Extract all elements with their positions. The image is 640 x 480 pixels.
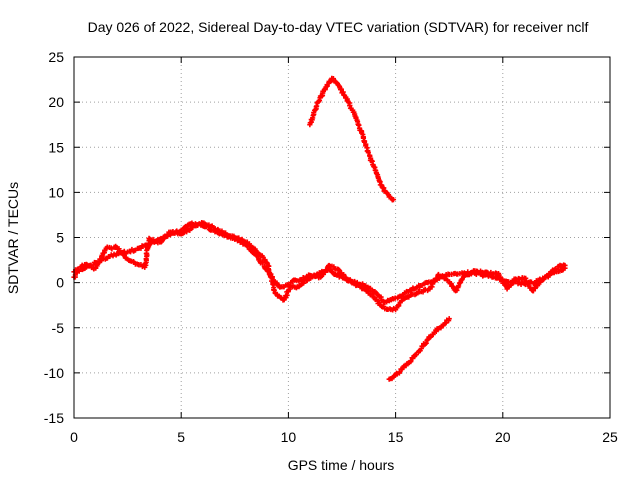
y-tick-label: 0 — [56, 275, 64, 291]
data-markers — [71, 75, 568, 382]
data-point — [434, 275, 440, 281]
data-point — [336, 267, 342, 273]
axis-ticks: 0 5 10 15 20 25 -15 -10 -5 0 5 10 15 20 25 — [44, 49, 618, 445]
y-tick-label: 10 — [48, 184, 64, 200]
data-point — [423, 340, 429, 346]
y-tick-label: 5 — [56, 230, 64, 246]
data-point — [365, 149, 371, 156]
chart-title: Day 026 of 2022, Sidereal Day-to-day VTE… — [88, 19, 589, 35]
data-point — [390, 196, 397, 203]
series-upper-arc — [307, 75, 397, 203]
x-axis-label: GPS time / hours — [288, 457, 395, 473]
data-point — [367, 285, 374, 291]
data-point — [312, 107, 319, 113]
data-point — [396, 369, 402, 375]
data-point — [184, 229, 190, 235]
data-point — [446, 316, 452, 322]
y-tick-label: 15 — [48, 139, 64, 155]
x-tick-label: 20 — [495, 429, 511, 445]
series-lower-track — [386, 316, 452, 382]
x-tick-label: 0 — [70, 429, 78, 445]
data-point — [376, 300, 382, 306]
series-main-track-band — [71, 220, 568, 313]
data-point — [246, 241, 253, 247]
data-point — [456, 283, 462, 289]
data-point — [341, 272, 347, 278]
data-point — [562, 262, 568, 269]
data-point — [532, 285, 538, 291]
y-tick-label: -5 — [52, 320, 65, 336]
y-axis-label: SDTVAR / TECUs — [5, 182, 21, 294]
data-point — [499, 276, 505, 283]
x-tick-label: 25 — [602, 429, 618, 445]
data-point — [433, 328, 439, 335]
y-tick-label: -10 — [44, 365, 64, 381]
data-point — [259, 260, 266, 266]
data-point — [159, 238, 165, 244]
x-tick-label: 10 — [281, 429, 297, 445]
y-tick-label: 25 — [48, 49, 64, 65]
x-tick-label: 15 — [388, 429, 404, 445]
data-point — [323, 267, 330, 273]
y-tick-label: -15 — [44, 410, 64, 426]
x-tick-label: 5 — [177, 429, 185, 445]
grid-lines — [74, 57, 610, 418]
y-tick-label: 20 — [48, 94, 64, 110]
data-point — [121, 252, 127, 258]
